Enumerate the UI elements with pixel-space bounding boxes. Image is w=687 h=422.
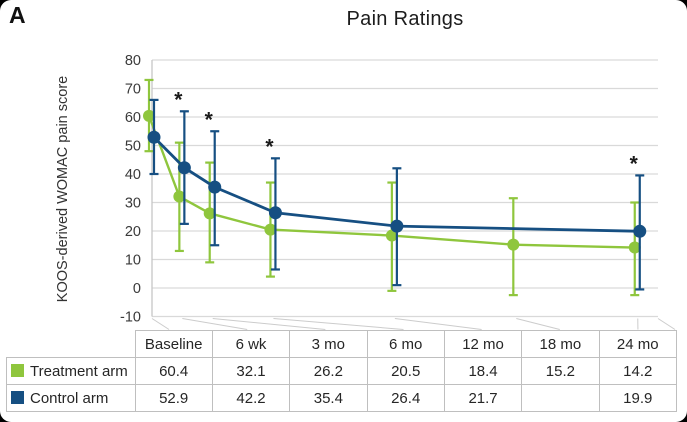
table-cell: 15.2 bbox=[521, 357, 600, 385]
data-point-control bbox=[177, 161, 191, 175]
data-point-treatment bbox=[507, 238, 520, 251]
leader-line bbox=[394, 318, 482, 330]
table-cell: 32.1 bbox=[211, 357, 291, 385]
table-column-header: 6 wk bbox=[211, 330, 291, 358]
data-point-treatment bbox=[385, 229, 398, 242]
table-column-header: 12 mo bbox=[443, 330, 523, 358]
data-point-treatment bbox=[628, 241, 641, 254]
panel-label: A bbox=[9, 2, 26, 28]
table-cell: 14.2 bbox=[598, 357, 678, 385]
legend-row-label: Control arm bbox=[6, 384, 136, 412]
table-cell: 26.4 bbox=[366, 384, 445, 412]
chart-data-table: Baseline 6 wk 3 mo 6 mo 12 mo 18 mo 24 mo Treat… bbox=[6, 330, 678, 412]
y-tick-label: 10 bbox=[125, 253, 141, 269]
leader-line bbox=[212, 318, 326, 330]
leader-line bbox=[182, 318, 248, 330]
data-point-treatment bbox=[143, 109, 155, 122]
data-point-control bbox=[390, 219, 404, 233]
leader-line bbox=[151, 318, 170, 330]
data-point-treatment bbox=[173, 190, 186, 203]
table-cell: 26.2 bbox=[289, 357, 368, 385]
table-column-header: 18 mo bbox=[521, 330, 600, 358]
table-cell: 52.9 bbox=[134, 384, 213, 412]
chart-title: Pain Ratings bbox=[346, 8, 464, 30]
leader-line bbox=[273, 318, 404, 330]
data-point-control bbox=[268, 206, 282, 220]
significance-asterisk: * bbox=[205, 108, 214, 131]
table-corner-cell bbox=[7, 331, 136, 358]
table-cell: 35.4 bbox=[289, 384, 368, 412]
y-tick-label: 50 bbox=[125, 139, 141, 155]
table-column-header: 3 mo bbox=[289, 330, 368, 358]
y-tick-label: -10 bbox=[120, 310, 141, 326]
table-cell: 60.4 bbox=[134, 357, 213, 385]
table-cell: 19.9 bbox=[598, 384, 678, 412]
legend-swatch bbox=[11, 363, 24, 377]
data-point-control bbox=[147, 130, 161, 144]
table-cell: 21.7 bbox=[443, 384, 523, 412]
leader-line bbox=[657, 318, 676, 330]
table-row: Control arm 52.9 42.2 35.4 26.4 21.7 19.9 bbox=[6, 384, 678, 412]
y-tick-label: 20 bbox=[125, 224, 141, 240]
table-column-header: 24 mo bbox=[598, 330, 678, 358]
table-cell bbox=[521, 384, 600, 412]
y-tick-label: 30 bbox=[125, 196, 141, 212]
pain-ratings-line-chart: -10 0 10 20 30 40 50 60 70 80 * * * * bbox=[120, 53, 676, 330]
y-tick-label: 40 bbox=[125, 167, 141, 183]
table-cell: 42.2 bbox=[211, 384, 291, 412]
leader-line bbox=[516, 318, 560, 330]
table-cell: 18.4 bbox=[443, 357, 523, 385]
data-point-control bbox=[633, 224, 647, 238]
significance-asterisk: * bbox=[174, 88, 183, 111]
table-cell: 20.5 bbox=[366, 357, 445, 385]
legend-swatch bbox=[11, 390, 24, 404]
y-tick-label: 0 bbox=[133, 281, 141, 297]
table-column-header: 6 mo bbox=[366, 330, 445, 358]
series-line-control bbox=[153, 136, 640, 233]
table-column-header: Baseline bbox=[134, 330, 213, 358]
y-tick-label: 60 bbox=[125, 110, 141, 126]
y-tick-label: 70 bbox=[125, 82, 141, 98]
data-point-control bbox=[208, 180, 222, 194]
y-tick-label: 80 bbox=[125, 53, 141, 69]
table-row: Treatment arm 60.4 32.1 26.2 20.5 18.4 15.2 14.… bbox=[6, 357, 678, 385]
legend-row-label: Treatment arm bbox=[6, 357, 136, 385]
data-point-treatment bbox=[203, 207, 216, 220]
data-point-treatment bbox=[264, 223, 277, 236]
significance-asterisk: * bbox=[265, 135, 274, 158]
significance-asterisk: * bbox=[630, 152, 639, 175]
